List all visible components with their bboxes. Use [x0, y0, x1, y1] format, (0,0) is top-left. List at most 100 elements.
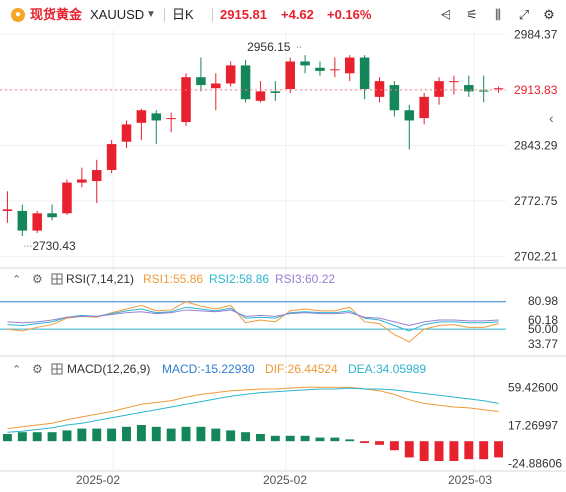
- candle-body: [17, 210, 28, 231]
- rsi-axis-label: 60.18: [528, 313, 558, 327]
- macd-axis: 59.42600 17.26997 -24.88606: [508, 381, 562, 471]
- rsi2-value: RSI2:58.86: [209, 272, 269, 286]
- symbol-selector[interactable]: XAUUSD: [90, 7, 145, 22]
- price-axis-label: 2772.75: [514, 194, 558, 208]
- high-annotation: 2956.15: [247, 40, 291, 54]
- macd-bar: [315, 437, 325, 442]
- candle-body: [359, 57, 370, 89]
- settings-icon[interactable]: ⚙: [543, 7, 555, 22]
- macd-bar: [345, 439, 355, 442]
- macd-bar: [77, 428, 87, 442]
- rsi-axis-label: 80.98: [528, 294, 558, 308]
- dea-value: DEA:34.05989: [348, 362, 426, 376]
- price-axis-label: 2984.37: [514, 27, 558, 41]
- candle-body: [434, 81, 444, 97]
- macd-axis-label: -24.88606: [508, 457, 562, 471]
- macd-line-dea: [7, 387, 499, 433]
- macd-bar: [270, 435, 280, 442]
- macd-bar: [330, 437, 340, 442]
- macd-bar: [464, 441, 474, 460]
- rsi-label: RSI(7,14,21): [66, 272, 134, 286]
- last-price: 2915.81: [220, 7, 267, 22]
- macd-bar: [181, 426, 191, 442]
- macd-bar: [449, 441, 459, 461]
- candle-body: [225, 65, 236, 84]
- candle-body: [464, 85, 474, 92]
- macd-bar: [226, 430, 236, 442]
- rsi-lines: [7, 301, 499, 343]
- macd-lines: [7, 386, 499, 433]
- macd-bar: [107, 428, 117, 442]
- price-axis-label: 2702.21: [514, 249, 558, 263]
- candle-body: [47, 213, 57, 218]
- candle-body: [478, 90, 489, 92]
- gold-logo-icon: ●: [11, 8, 25, 22]
- instrument-name: 现货黄金: [30, 7, 83, 22]
- draw-tools-icon[interactable]: ⚟: [466, 7, 478, 22]
- chart-type-icon[interactable]: ⫼: [495, 7, 501, 22]
- low-annotation: 2730.43: [32, 239, 76, 253]
- macd-bar: [419, 441, 429, 461]
- macd-bar: [136, 425, 146, 442]
- macd-bar: [434, 441, 444, 461]
- rsi-hide-icon[interactable]: ⌃: [12, 274, 21, 286]
- time-axis-label: 2025-03: [448, 473, 492, 487]
- interval-selector[interactable]: 日K: [172, 7, 194, 22]
- fullscreen-icon[interactable]: ⤢: [518, 7, 530, 22]
- candle-body: [91, 170, 102, 182]
- macd-axis-label: 59.42600: [508, 381, 558, 395]
- macd-bar: [47, 432, 57, 442]
- candle-body: [255, 91, 266, 101]
- candlestick-series: [2, 46, 504, 247]
- main-grid: [0, 30, 506, 470]
- macd-hide-icon[interactable]: ⌃: [12, 364, 21, 376]
- candle-body: [2, 209, 13, 211]
- macd-axis-label: 17.26997: [508, 419, 558, 433]
- macd-bar: [122, 426, 131, 442]
- time-axis-label: 2025-02: [263, 473, 307, 487]
- candle-body: [493, 88, 504, 90]
- candle-body: [62, 182, 72, 214]
- rsi-settings-icon[interactable]: ⚙: [32, 272, 43, 286]
- toolbar: ● 现货黄金 XAUUSD ▼ 日K 2915.81 +4.62 +0.16% …: [0, 0, 566, 30]
- candle-body: [181, 77, 191, 123]
- rsi3-value: RSI3:60.22: [275, 272, 335, 286]
- macd-bar: [285, 435, 295, 442]
- macd-bar: [2, 434, 12, 442]
- symbol-dropdown-icon[interactable]: ▼: [146, 9, 156, 20]
- macd-bar: [92, 428, 102, 442]
- candle-body: [211, 83, 221, 89]
- price-change-pct: +0.16%: [327, 7, 372, 22]
- rsi-line-rsi2: [7, 306, 499, 332]
- indicators-icon[interactable]: ⩤: [440, 7, 452, 22]
- candle-body: [330, 69, 340, 71]
- time-axis-label: 2025-02: [76, 473, 120, 487]
- candle-body: [419, 96, 429, 119]
- candle-body: [77, 179, 87, 183]
- macd-bar: [32, 432, 42, 442]
- price-axis: 2984.37 2913.83 2843.29 2772.75 2702.21: [514, 27, 558, 263]
- macd-bar: [375, 441, 384, 445]
- macd-bar: [241, 432, 251, 442]
- candle-body: [32, 213, 42, 231]
- macd-bar: [255, 434, 265, 442]
- candle-body: [196, 77, 206, 86]
- candle-body: [106, 144, 117, 171]
- macd-bar: [17, 432, 27, 442]
- macd-bar: [404, 441, 414, 458]
- time-axis: 2025-02 2025-02 2025-03: [0, 470, 566, 487]
- macd-settings-icon[interactable]: ⚙: [32, 362, 43, 376]
- candle-body: [270, 91, 281, 93]
- toolbar-divider: [212, 8, 213, 22]
- macd-bar: [166, 428, 176, 442]
- macd-bar: [151, 426, 161, 442]
- rsi-reference-lines: [0, 301, 506, 330]
- macd-bar: [211, 428, 221, 442]
- candle-body: [121, 124, 132, 142]
- candle-body: [240, 65, 251, 100]
- scroll-left-icon[interactable]: ‹: [549, 110, 554, 126]
- candle-body: [136, 110, 147, 123]
- macd-bar: [196, 426, 206, 442]
- candle-body: [449, 81, 459, 83]
